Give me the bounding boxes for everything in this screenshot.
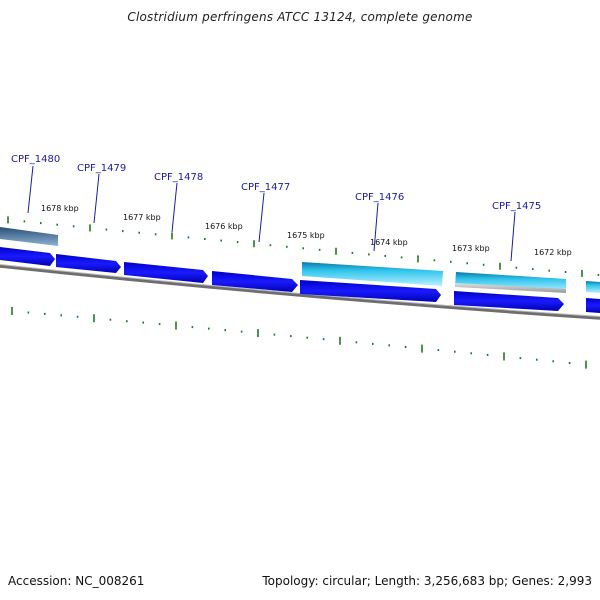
gene-label-cpf-1479[interactable]: CPF_1479 (77, 163, 126, 174)
scale-label-1678: 1678 kbp (41, 204, 79, 213)
scale-label-1677: 1677 kbp (123, 213, 161, 222)
gene-label-cpf-1478[interactable]: CPF_1478 (154, 172, 203, 183)
leader-line-cpf-1477 (258, 192, 265, 243)
gene-label-cpf-1476[interactable]: CPF_1476 (355, 192, 404, 203)
scale-label-1672: 1672 kbp (534, 248, 572, 257)
scale-label-1675: 1675 kbp (287, 231, 325, 240)
leader-line-cpf-1478 (171, 182, 178, 233)
gene-cpf-1475-forward-arrow[interactable] (454, 291, 564, 311)
scale-label-1676: 1676 kbp (205, 222, 243, 231)
gene-cpf-1476-forward-arrow[interactable] (300, 280, 441, 302)
gene-partial-right-forward-arrow[interactable] (586, 298, 600, 313)
genome-backbone (0, 264, 600, 320)
gene-label-cpf-1480[interactable]: CPF_1480 (11, 154, 60, 165)
scale-label-1673: 1673 kbp (452, 244, 490, 253)
gene-label-cpf-1475[interactable]: CPF_1475 (492, 201, 541, 212)
leader-line-cpf-1476 (373, 202, 379, 252)
leader-line-cpf-1480 (27, 165, 34, 214)
map-title: Clostridium perfringens ATCC 13124, comp… (127, 10, 473, 24)
scale-label-1674: 1674 kbp (370, 238, 408, 247)
lower-tick-marks (11, 307, 587, 369)
genome-summary-text: Topology: circular; Length: 3,256,683 bp… (262, 574, 592, 588)
upper-tick-marks (7, 216, 600, 277)
gene-cpf-1477-forward-arrow[interactable] (212, 271, 298, 292)
gene-cpf-1478-forward-arrow[interactable] (124, 262, 208, 283)
leader-line-cpf-1475 (510, 211, 516, 262)
accession-text: Accession: NC_008261 (8, 574, 145, 588)
gene-partial-right-arrow[interactable] (586, 281, 600, 293)
gene-label-cpf-1477[interactable]: CPF_1477 (241, 182, 290, 193)
leader-line-cpf-1479 (93, 173, 100, 224)
gene-cpf-1480-arrow[interactable] (0, 227, 58, 246)
gene-cpf-1480-forward-arrow[interactable] (0, 247, 55, 266)
gene-cpf-1479-forward-arrow[interactable] (56, 254, 121, 273)
gene-cpf-1476-arrow[interactable] (302, 262, 443, 286)
